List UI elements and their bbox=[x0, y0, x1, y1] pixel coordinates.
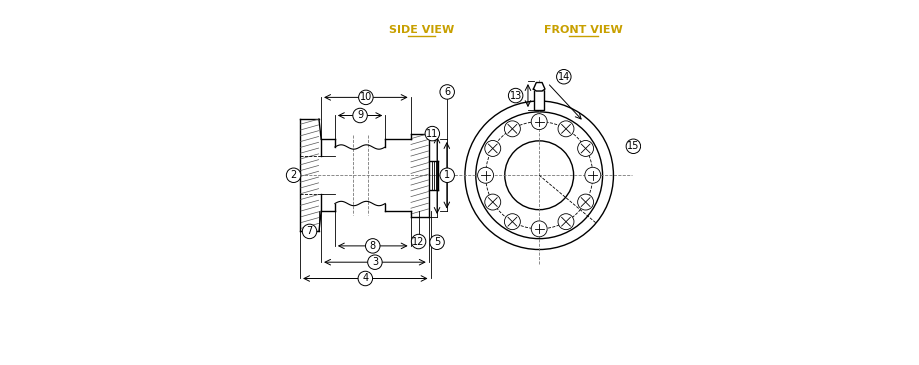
Circle shape bbox=[508, 88, 523, 103]
Circle shape bbox=[578, 141, 594, 157]
Circle shape bbox=[440, 85, 454, 99]
Circle shape bbox=[287, 168, 301, 182]
Text: 7: 7 bbox=[306, 226, 312, 237]
Text: 11: 11 bbox=[426, 128, 438, 139]
Circle shape bbox=[358, 271, 372, 286]
Text: 9: 9 bbox=[357, 111, 363, 120]
Circle shape bbox=[531, 114, 547, 130]
Circle shape bbox=[430, 235, 444, 250]
Circle shape bbox=[626, 139, 641, 154]
Circle shape bbox=[302, 224, 317, 239]
Circle shape bbox=[412, 234, 425, 249]
Text: 8: 8 bbox=[369, 241, 376, 251]
Circle shape bbox=[558, 121, 574, 137]
Circle shape bbox=[353, 108, 368, 123]
Circle shape bbox=[584, 167, 601, 183]
Circle shape bbox=[485, 194, 501, 210]
Polygon shape bbox=[533, 82, 545, 91]
Text: 4: 4 bbox=[362, 273, 369, 284]
Text: 1: 1 bbox=[444, 170, 450, 180]
Circle shape bbox=[558, 214, 574, 230]
Circle shape bbox=[505, 214, 520, 230]
Text: 13: 13 bbox=[509, 91, 522, 101]
Circle shape bbox=[425, 126, 439, 141]
Text: 6: 6 bbox=[444, 87, 450, 97]
Text: 5: 5 bbox=[434, 237, 440, 247]
Text: 15: 15 bbox=[627, 141, 640, 151]
Circle shape bbox=[368, 255, 382, 269]
Text: 14: 14 bbox=[558, 72, 570, 82]
Circle shape bbox=[478, 167, 494, 183]
Circle shape bbox=[505, 121, 520, 137]
Bar bbox=[535, 90, 544, 110]
Text: SIDE VIEW: SIDE VIEW bbox=[389, 25, 454, 35]
Text: 2: 2 bbox=[290, 170, 297, 180]
Text: 3: 3 bbox=[372, 257, 378, 267]
Circle shape bbox=[578, 194, 594, 210]
Text: 10: 10 bbox=[359, 92, 372, 102]
Circle shape bbox=[485, 141, 501, 157]
Circle shape bbox=[366, 239, 380, 253]
Circle shape bbox=[531, 221, 547, 237]
Circle shape bbox=[358, 90, 373, 105]
Text: 12: 12 bbox=[413, 237, 425, 246]
Text: FRONT VIEW: FRONT VIEW bbox=[544, 25, 623, 35]
Circle shape bbox=[440, 168, 454, 182]
Circle shape bbox=[557, 69, 571, 84]
